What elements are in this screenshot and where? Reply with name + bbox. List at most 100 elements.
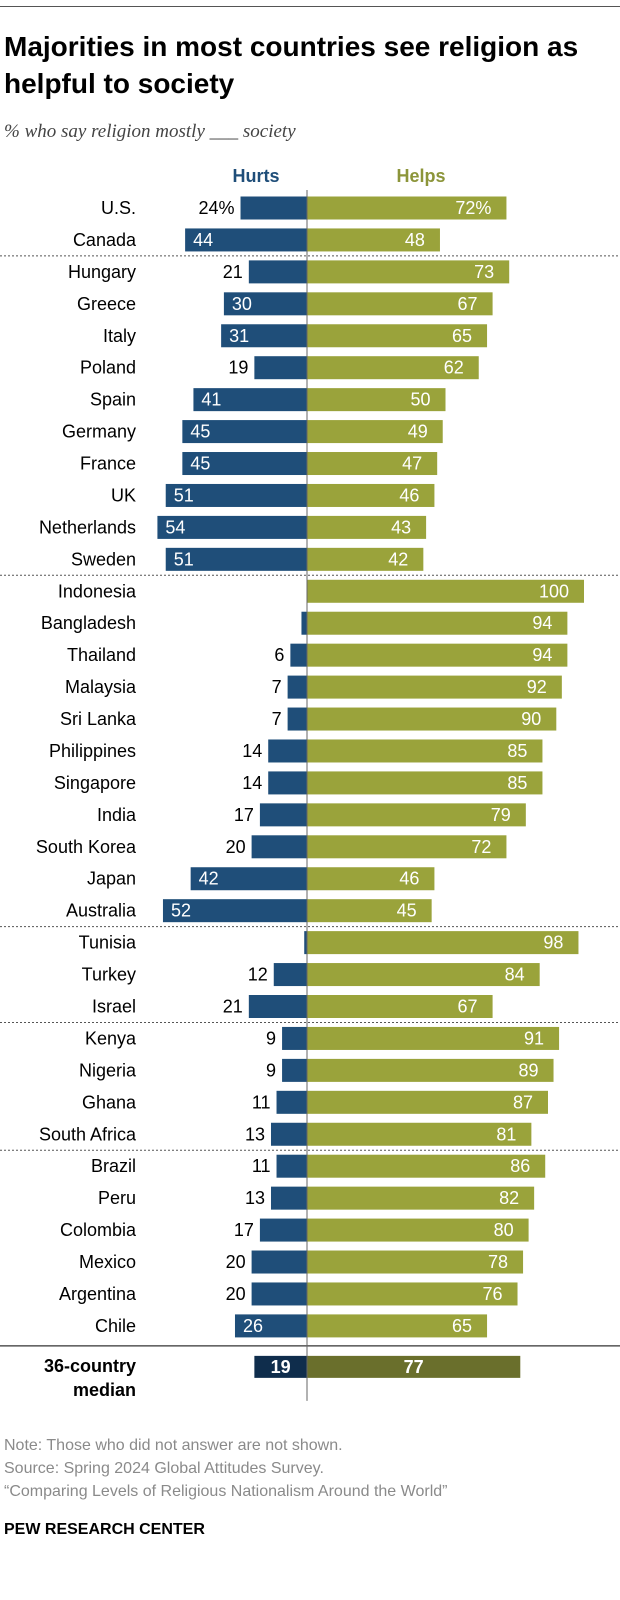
helps-bar xyxy=(307,867,435,891)
helps-value-label: 91 xyxy=(524,1028,544,1048)
country-label: Sweden xyxy=(71,549,136,569)
helps-bar xyxy=(307,196,507,220)
median-label-line1: 36-country xyxy=(44,1356,136,1376)
helps-bar xyxy=(307,324,488,348)
diverging-bar-chart: Hurts Helps U.S. 24% 72% Canada 44 48 Hungary 21 7… xyxy=(0,166,620,1401)
hurts-bar xyxy=(276,1090,307,1114)
hurts-value-label: 17 xyxy=(234,1220,254,1240)
country-label: Sri Lanka xyxy=(60,709,137,729)
helps-bar xyxy=(307,1218,529,1242)
source-text: Source: Spring 2024 Global Attitudes Sur… xyxy=(4,1460,324,1477)
helps-bar xyxy=(307,515,427,539)
country-label: Ghana xyxy=(82,1092,137,1112)
top-rule xyxy=(0,6,620,7)
chart-title: Majorities in most countries see religio… xyxy=(4,31,579,99)
helps-bar xyxy=(307,963,540,987)
helps-bar xyxy=(307,707,557,731)
helps-value-label: 90 xyxy=(521,709,541,729)
hurts-value-label: 52 xyxy=(171,901,191,921)
hurts-bar xyxy=(182,452,307,476)
helps-bar xyxy=(307,771,543,795)
country-label: Greece xyxy=(77,294,136,314)
helps-value-label: 72 xyxy=(471,837,491,857)
country-label: Argentina xyxy=(59,1284,137,1304)
hurts-bar xyxy=(221,324,307,348)
hurts-bar xyxy=(259,1218,307,1242)
hurts-value-label: 20 xyxy=(226,1284,246,1304)
helps-value-label: 65 xyxy=(452,326,472,346)
helps-bar xyxy=(307,643,568,667)
helps-value-label: 46 xyxy=(399,869,419,889)
helps-value-label: 79 xyxy=(491,805,511,825)
hurts-header: Hurts xyxy=(232,166,279,186)
country-label: India xyxy=(97,805,137,825)
notes: Note: Those who did not answer are not s… xyxy=(4,1434,447,1503)
country-label: Italy xyxy=(103,326,136,346)
helps-bar xyxy=(307,899,432,923)
hurts-bar xyxy=(251,1250,307,1274)
helps-value-label: 73 xyxy=(474,262,494,282)
helps-bar xyxy=(307,1314,488,1338)
hurts-bar xyxy=(259,803,307,827)
country-label: South Africa xyxy=(39,1124,137,1144)
helps-value-label: 62 xyxy=(444,358,464,378)
helps-value-label: 72% xyxy=(455,198,491,218)
hurts-bar xyxy=(290,643,307,667)
country-label: South Korea xyxy=(36,837,137,857)
country-label: Philippines xyxy=(49,741,136,761)
helps-bar xyxy=(307,547,424,571)
helps-bar xyxy=(307,1282,518,1306)
helps-value-label: 89 xyxy=(518,1060,538,1080)
country-label: Peru xyxy=(98,1188,136,1208)
report-title: “Comparing Levels of Religious Nationali… xyxy=(4,1483,448,1500)
helps-value-label: 82 xyxy=(499,1188,519,1208)
hurts-value-label: 45 xyxy=(190,422,210,442)
country-label: Chile xyxy=(95,1316,136,1336)
helps-value-label: 67 xyxy=(458,294,478,314)
hurts-bar xyxy=(251,1282,307,1306)
helps-value-label: 85 xyxy=(507,741,527,761)
country-label: Brazil xyxy=(91,1156,136,1176)
helps-value-label: 81 xyxy=(496,1124,516,1144)
hurts-value-label: 20 xyxy=(226,837,246,857)
country-label: Bangladesh xyxy=(41,613,136,633)
hurts-bar xyxy=(190,867,307,891)
helps-bar xyxy=(307,1058,554,1082)
helps-value-label: 80 xyxy=(494,1220,514,1240)
helps-bar xyxy=(307,803,526,827)
helps-bar xyxy=(307,452,438,476)
helps-value-label: 76 xyxy=(482,1284,502,1304)
hurts-bar xyxy=(276,1154,307,1178)
hurts-value-label: 21 xyxy=(223,262,243,282)
helps-value-label: 45 xyxy=(397,901,417,921)
hurts-value-label: 12 xyxy=(248,965,268,985)
country-label: Spain xyxy=(90,390,136,410)
helps-bar xyxy=(307,228,440,252)
helps-value-label: 94 xyxy=(532,645,552,665)
helps-bar xyxy=(307,931,579,955)
helps-bar xyxy=(307,1186,535,1210)
helps-bar xyxy=(307,388,446,412)
median-hurts-bar xyxy=(254,1355,307,1378)
helps-bar xyxy=(307,675,562,699)
helps-bar xyxy=(307,420,443,444)
helps-bar xyxy=(307,835,507,859)
median-helps-label: 77 xyxy=(404,1357,424,1377)
hurts-value-label: 24% xyxy=(198,198,234,218)
helps-value-label: 43 xyxy=(391,517,411,537)
hurts-bar xyxy=(182,420,307,444)
hurts-value-label: 13 xyxy=(245,1124,265,1144)
helps-value-label: 86 xyxy=(510,1156,530,1176)
hurts-bar xyxy=(234,1314,307,1338)
hurts-bar xyxy=(282,1026,307,1050)
hurts-value-label: 54 xyxy=(165,517,185,537)
country-label: Poland xyxy=(80,358,136,378)
note-text: Note: Those who did not answer are not s… xyxy=(4,1437,343,1454)
hurts-bar xyxy=(251,835,307,859)
hurts-value-label: 11 xyxy=(252,1156,271,1176)
country-label: UK xyxy=(111,485,136,505)
helps-value-label: 67 xyxy=(458,997,478,1017)
helps-bar xyxy=(307,995,493,1018)
country-label: Germany xyxy=(62,422,136,442)
helps-bar xyxy=(307,1250,524,1274)
